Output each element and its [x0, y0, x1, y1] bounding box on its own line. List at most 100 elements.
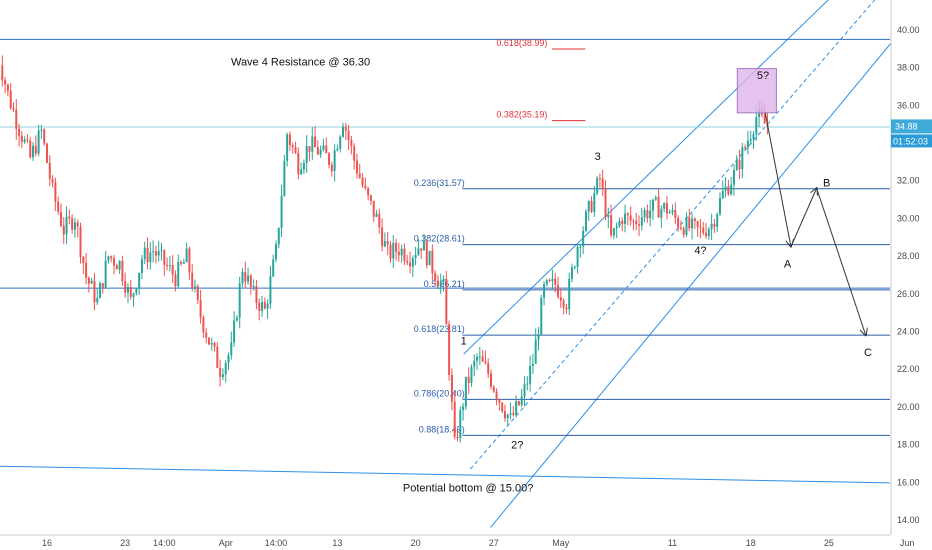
wave-4-label: 4? — [694, 245, 706, 257]
candle-body — [481, 356, 484, 362]
candle-body — [171, 265, 174, 275]
candle-body — [1, 65, 4, 81]
candle-body — [411, 258, 414, 267]
time-tick-label: 23 — [120, 538, 130, 548]
candle-body — [219, 367, 222, 377]
candle-body — [378, 213, 381, 228]
channel-median-line — [469, 0, 876, 470]
candle-body — [210, 342, 213, 345]
projection-arrow-b — [790, 188, 817, 247]
candle-body — [15, 109, 18, 129]
candle-body — [325, 145, 328, 154]
time-tick-label: 18 — [746, 538, 756, 548]
candle-body — [400, 248, 403, 256]
candle-body — [272, 259, 275, 277]
time-tick-label: Jun — [900, 538, 915, 548]
candle-body — [46, 143, 48, 163]
candle-body — [456, 436, 459, 439]
candle-body — [54, 182, 57, 202]
candle-body — [696, 221, 699, 228]
price-tick-label: 16.00 — [897, 477, 920, 487]
candle-body — [665, 203, 668, 214]
candle-body — [395, 242, 398, 252]
candle-body — [166, 264, 169, 266]
price-tick-label: 30.00 — [897, 213, 920, 223]
candle-body — [565, 307, 568, 310]
candle-body — [624, 213, 627, 224]
candle-body — [509, 413, 512, 415]
candle-body — [691, 218, 694, 229]
candle-body — [640, 217, 643, 226]
candle-body — [422, 241, 425, 251]
candle-body — [115, 265, 118, 270]
candle-body — [749, 139, 752, 141]
candle-body — [476, 356, 479, 361]
candle-body — [99, 283, 102, 299]
candle-body — [107, 256, 110, 261]
candle-body — [730, 184, 733, 195]
candle-body — [258, 302, 261, 312]
candle-body — [342, 126, 345, 137]
price-tick-label: 20.00 — [897, 402, 920, 412]
bottom-trendline — [0, 465, 891, 484]
candle-body — [478, 356, 481, 358]
candle-body — [718, 198, 721, 215]
candle-body — [738, 160, 741, 170]
candle-body — [62, 225, 65, 235]
price-tick-label: 36.00 — [897, 100, 920, 110]
candle-body — [29, 140, 32, 158]
candle-body — [188, 248, 191, 273]
candle-body — [741, 147, 744, 170]
last-price-label: 34.88 — [895, 121, 918, 131]
candle-body — [23, 139, 26, 142]
price-tick-label: 40.00 — [897, 25, 920, 35]
candle-body — [604, 188, 607, 218]
candle-body — [453, 401, 456, 437]
candle-body — [531, 363, 534, 366]
candle-body — [559, 297, 562, 301]
candle-body — [590, 201, 593, 212]
candle-body — [688, 216, 691, 229]
potential-bottom-label: Potential bottom @ 15.00? — [403, 483, 533, 495]
candle-body — [235, 317, 238, 321]
candle-body — [367, 188, 370, 196]
candle-body — [68, 216, 71, 218]
channel-lower-line — [490, 40, 893, 528]
candle-body — [657, 197, 660, 218]
candle-body — [227, 355, 230, 363]
candle-body — [76, 222, 79, 227]
candle-body — [615, 226, 618, 229]
candle-body — [180, 261, 183, 264]
candle-body — [381, 227, 384, 247]
price-tick-label: 38.00 — [897, 63, 920, 73]
candle-body — [269, 276, 272, 304]
candle-body — [537, 334, 540, 340]
candle-body — [649, 210, 652, 219]
candle-body — [43, 129, 46, 144]
candle-body — [79, 226, 82, 257]
candle-body — [629, 215, 632, 221]
candle-body — [526, 383, 529, 385]
fib-label-7: 0.88(18.49) — [419, 424, 465, 434]
time-tick-label: 14:00 — [265, 538, 288, 548]
candle-body — [353, 146, 356, 161]
candle-body — [632, 220, 635, 222]
candle-body — [651, 199, 654, 211]
candle-body — [101, 283, 104, 288]
candle-body — [520, 396, 523, 405]
candle-body — [663, 203, 666, 209]
candle-body — [34, 145, 37, 154]
candle-body — [12, 107, 15, 110]
candle-body — [414, 254, 417, 259]
time-tick-label: 13 — [332, 538, 342, 548]
candle-body — [668, 212, 671, 214]
candle-body — [557, 284, 560, 298]
candle-body — [646, 210, 649, 219]
candle-body — [551, 278, 554, 281]
candle-body — [126, 286, 129, 293]
wave-5-target-box — [736, 68, 777, 114]
candle-body — [124, 281, 127, 293]
candle-body — [576, 246, 579, 267]
candle-body — [375, 213, 378, 217]
candle-body — [554, 278, 557, 285]
